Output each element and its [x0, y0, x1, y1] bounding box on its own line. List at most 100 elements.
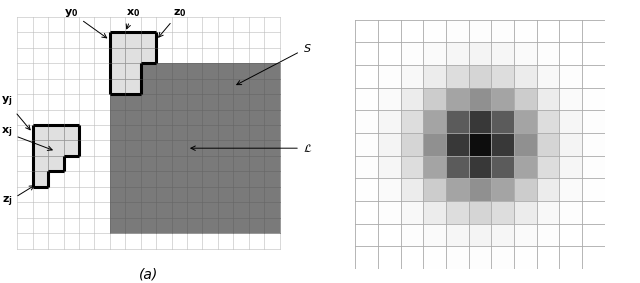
Bar — [378, 224, 401, 246]
Bar — [468, 201, 492, 224]
Bar — [424, 110, 446, 133]
Bar — [492, 65, 514, 88]
Bar — [63, 140, 79, 156]
Bar — [446, 246, 468, 269]
Bar — [401, 133, 424, 156]
Bar — [446, 88, 468, 110]
Bar — [559, 178, 582, 201]
Bar — [559, 110, 582, 133]
Bar — [110, 48, 125, 63]
Bar — [492, 88, 514, 110]
Bar — [582, 20, 605, 42]
Text: $\mathbf{x_j}$: $\mathbf{x_j}$ — [1, 126, 52, 150]
Bar — [559, 156, 582, 178]
Bar — [33, 156, 48, 171]
Bar — [446, 224, 468, 246]
Bar — [125, 48, 141, 63]
Bar — [492, 110, 514, 133]
Bar — [492, 178, 514, 201]
Bar — [536, 42, 559, 65]
Bar — [468, 224, 492, 246]
Text: $S$: $S$ — [237, 42, 312, 85]
Bar — [378, 110, 401, 133]
Bar — [125, 33, 141, 48]
Bar — [48, 140, 63, 156]
Bar — [468, 133, 492, 156]
Bar — [355, 20, 378, 42]
Bar — [401, 42, 424, 65]
Bar — [559, 42, 582, 65]
Bar — [468, 246, 492, 269]
Bar — [582, 224, 605, 246]
Bar — [468, 156, 492, 178]
Bar — [446, 133, 468, 156]
Bar — [582, 201, 605, 224]
Bar — [424, 20, 446, 42]
Bar — [355, 224, 378, 246]
Bar — [446, 20, 468, 42]
Bar — [424, 224, 446, 246]
Bar — [424, 201, 446, 224]
Bar — [33, 140, 48, 156]
Bar — [63, 125, 79, 140]
Bar — [355, 201, 378, 224]
Bar — [355, 65, 378, 88]
Bar — [492, 42, 514, 65]
Bar — [492, 133, 514, 156]
Bar — [559, 88, 582, 110]
Bar — [559, 201, 582, 224]
Bar — [559, 20, 582, 42]
Bar — [424, 246, 446, 269]
Bar — [514, 156, 536, 178]
Bar — [536, 178, 559, 201]
Bar — [536, 133, 559, 156]
Bar — [536, 201, 559, 224]
Bar — [424, 65, 446, 88]
Text: $\mathbf{z_j}$: $\mathbf{z_j}$ — [2, 186, 34, 209]
Bar — [536, 88, 559, 110]
Bar — [401, 178, 424, 201]
Bar — [355, 42, 378, 65]
Bar — [514, 88, 536, 110]
Bar — [110, 33, 125, 48]
Bar — [355, 88, 378, 110]
Bar — [514, 133, 536, 156]
Bar — [424, 178, 446, 201]
Bar — [559, 65, 582, 88]
Bar — [141, 33, 156, 48]
Bar — [355, 110, 378, 133]
Bar — [536, 246, 559, 269]
Bar — [582, 178, 605, 201]
Bar — [582, 65, 605, 88]
Bar — [536, 20, 559, 42]
Bar — [378, 65, 401, 88]
Bar — [582, 156, 605, 178]
Bar — [401, 88, 424, 110]
Bar — [125, 79, 141, 94]
Bar — [492, 246, 514, 269]
Text: $\mathbf{y_0}$: $\mathbf{y_0}$ — [64, 7, 107, 38]
Bar — [468, 110, 492, 133]
Text: $\mathbf{z_0}$: $\mathbf{z_0}$ — [159, 7, 186, 37]
Bar — [514, 20, 536, 42]
Bar — [582, 110, 605, 133]
Bar — [378, 42, 401, 65]
Bar — [401, 224, 424, 246]
Bar — [355, 156, 378, 178]
Bar — [378, 133, 401, 156]
Bar — [378, 201, 401, 224]
Bar — [446, 178, 468, 201]
Bar — [355, 133, 378, 156]
Bar — [48, 156, 63, 171]
Bar — [33, 171, 48, 187]
Bar — [110, 63, 280, 233]
Bar — [378, 20, 401, 42]
Bar — [378, 178, 401, 201]
Bar — [536, 110, 559, 133]
Bar — [514, 178, 536, 201]
Text: $\mathbf{x_0}$: $\mathbf{x_0}$ — [126, 7, 140, 29]
Bar — [141, 48, 156, 63]
Bar — [378, 246, 401, 269]
Bar — [401, 201, 424, 224]
Bar — [401, 246, 424, 269]
